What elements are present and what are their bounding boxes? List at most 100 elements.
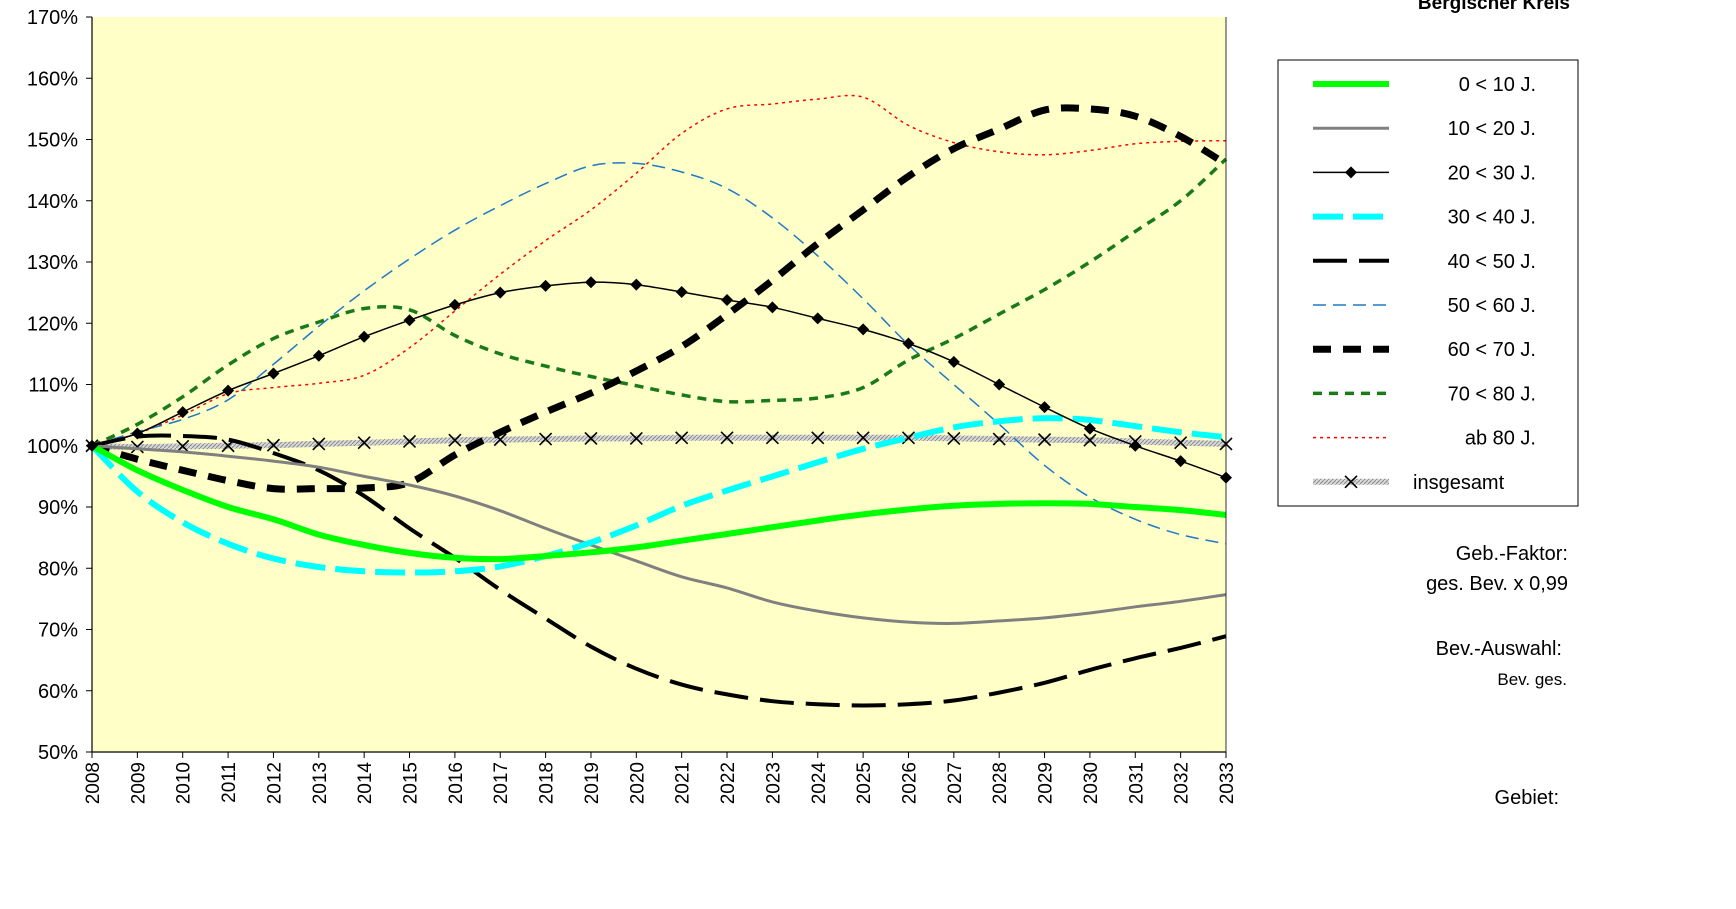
series-line [91, 162, 1227, 545]
series-line [90, 443, 1227, 563]
diamond-marker [584, 276, 597, 289]
legend-entry: 40 < 50 J. [1313, 251, 1536, 273]
x-tick-label: 2008 [83, 762, 104, 804]
diamond-marker [176, 406, 189, 419]
x-marker [629, 431, 643, 445]
diamond-marker [811, 312, 824, 325]
area-label: Gebiet: [1494, 787, 1559, 809]
series-7 [91, 157, 1228, 448]
x-tick-label: 2033 [1217, 762, 1238, 804]
x-tick-label: 2025 [854, 762, 875, 804]
x-marker [856, 431, 870, 445]
region-title: Bergischer Kreis [1417, 0, 1570, 14]
legend-label: insgesamt [1413, 472, 1505, 494]
y-tick-label: 80% [38, 558, 78, 580]
legend-label: 0 < 10 J. [1459, 74, 1536, 96]
y-tick-label: 100% [27, 436, 78, 458]
x-tick-label: 2020 [627, 762, 648, 804]
diamond-marker [539, 279, 552, 292]
selection-label: Bev.-Auswahl: [1435, 638, 1562, 660]
y-tick-label: 60% [38, 681, 78, 703]
legend-entry: 30 < 40 J. [1313, 207, 1536, 229]
x-tick-label: 2028 [990, 762, 1011, 804]
x-marker [675, 431, 689, 445]
x-marker [992, 432, 1006, 446]
y-tick-label: 50% [38, 742, 78, 764]
series-2 [86, 276, 1232, 484]
diamond-marker [1129, 439, 1142, 452]
diamond-marker [403, 314, 416, 327]
legend-entry: 20 < 30 J. [1313, 162, 1536, 184]
x-tick-label: 2009 [128, 762, 149, 804]
series-3 [89, 415, 1227, 576]
series-6 [91, 104, 1228, 493]
factor-label: Geb.-Faktor: [1455, 543, 1568, 565]
diamond-marker [766, 301, 779, 314]
diamond-marker [902, 337, 915, 350]
plot-area [92, 17, 1226, 752]
diamond-marker [1174, 455, 1187, 468]
legend-box [1277, 59, 1579, 507]
y-tick-label: 160% [27, 68, 78, 90]
legend-entry: 60 < 70 J. [1313, 339, 1536, 361]
y-tick-label: 110% [28, 375, 78, 397]
x-marker [811, 431, 825, 445]
x-marker [448, 433, 462, 447]
x-marker [1037, 433, 1052, 447]
x-marker [947, 431, 961, 445]
diamond-marker [1038, 401, 1051, 414]
series-line [91, 434, 1227, 451]
x-tick-label: 2016 [446, 762, 467, 804]
series-line [91, 104, 1228, 493]
diamond-marker [630, 278, 643, 291]
legend-entry: 50 < 60 J. [1313, 295, 1536, 317]
legend-label: 30 < 40 J. [1448, 207, 1536, 229]
legend-entry: 0 < 10 J. [1313, 74, 1536, 96]
diamond-marker [267, 367, 280, 380]
x-tick-label: 2029 [1036, 762, 1057, 804]
x-tick-label: 2013 [310, 762, 331, 804]
legend-entry: 10 < 20 J. [1313, 118, 1536, 140]
series-1 [91, 444, 1227, 625]
series-line [91, 157, 1228, 448]
x-tick-label: 2021 [673, 762, 694, 804]
legend-label: 20 < 30 J. [1448, 162, 1536, 184]
diamond-marker [947, 355, 960, 368]
x-tick-label: 2032 [1172, 762, 1193, 804]
x-marker [130, 440, 144, 454]
factor-value: ges. Bev. x 0,99 [1426, 573, 1568, 595]
x-tick-label: 2012 [264, 762, 285, 804]
y-tick-label: 130% [27, 252, 78, 274]
diamond-marker [448, 298, 461, 311]
legend-entry: 70 < 80 J. [1313, 383, 1536, 405]
x-tick-label: 2019 [582, 762, 603, 804]
x-tick-label: 2027 [945, 762, 966, 804]
x-tick-label: 2014 [355, 762, 376, 805]
x-marker [402, 434, 417, 449]
diamond-marker [1083, 422, 1096, 435]
legend-label: 60 < 70 J. [1448, 339, 1536, 361]
x-tick-label: 2017 [491, 762, 512, 804]
legend-label: 50 < 60 J. [1448, 295, 1536, 317]
diamond-marker [857, 323, 870, 336]
diamond-marker [1345, 166, 1357, 179]
series-line [91, 444, 1227, 625]
x-marker [765, 431, 779, 445]
x-tick-label: 2015 [401, 762, 422, 804]
legend-label: ab 80 J. [1465, 428, 1536, 450]
legend-label: 10 < 20 J. [1448, 118, 1536, 140]
x-marker [1083, 433, 1097, 447]
x-marker [1344, 475, 1358, 489]
x-tick-label: 2022 [718, 762, 739, 804]
diamond-marker [993, 378, 1006, 391]
y-tick-label: 170% [27, 7, 78, 29]
x-tick-label: 2023 [763, 762, 784, 804]
x-tick-label: 2018 [537, 762, 558, 804]
x-tick-label: 2031 [1126, 762, 1147, 804]
legend-entry: ab 80 J. [1313, 428, 1536, 450]
series-line [89, 415, 1227, 576]
y-tick-label: 90% [38, 497, 78, 519]
x-tick-label: 2011 [219, 762, 240, 803]
y-tick-label: 70% [38, 620, 78, 642]
